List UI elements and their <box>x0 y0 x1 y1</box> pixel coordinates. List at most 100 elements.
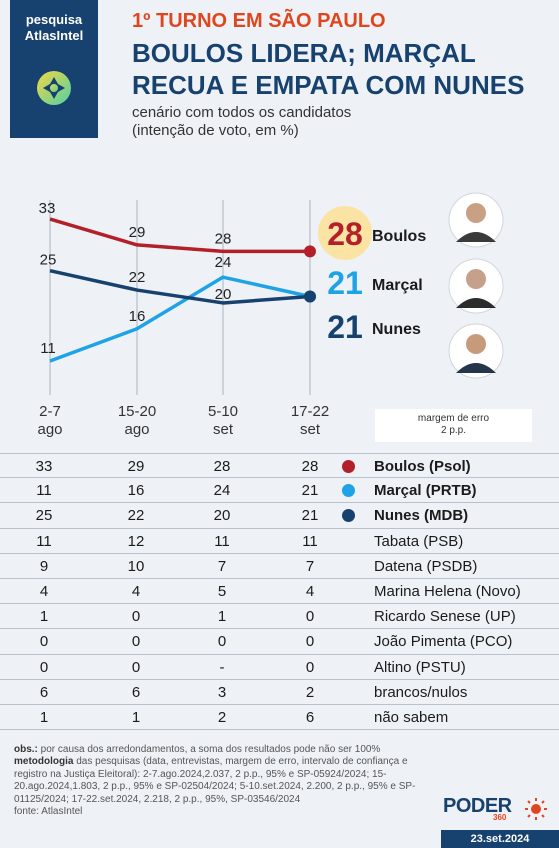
table-cell: 11 <box>36 532 52 550</box>
candidate-name: João Pimenta (PCO) <box>374 633 513 651</box>
x-tick-label: 17-22 set <box>291 403 329 438</box>
table-cell: 2 <box>305 683 315 701</box>
legend-dot <box>342 460 355 473</box>
table-cell: 20 <box>213 507 231 525</box>
table-cell: 21 <box>301 482 319 500</box>
headline-line1: BOULOS LIDERA; MARÇAL <box>132 38 476 68</box>
table-row: 0 0 - 0 Altino (PSTU) <box>0 655 559 680</box>
table-cell: 33 <box>35 458 53 475</box>
data-label: 28 <box>215 230 232 247</box>
table-cell: 0 <box>39 658 49 676</box>
boulos-highlight <box>318 206 372 260</box>
series-line-boulos <box>49 217 310 254</box>
table-cell: 0 <box>131 658 141 676</box>
candidate-name: Datena (PSDB) <box>374 557 478 575</box>
table-row: 4 4 5 4 Marina Helena (Novo) <box>0 579 559 605</box>
candidate-name: Tabata (PSB) <box>374 532 464 550</box>
series-name-marçal: Marçal <box>372 277 423 294</box>
table-row: 0 0 0 0 João Pimenta (PCO) <box>0 629 559 655</box>
methodology-label: metodologia <box>14 756 74 768</box>
subtitle-line1: cenário com todos os candidatos <box>132 104 352 121</box>
series-name-nunes: Nunes <box>372 321 421 338</box>
table-cell: 4 <box>39 582 49 600</box>
candidate-name: Marçal (PRTB) <box>374 482 477 500</box>
table-cell: 1 <box>217 608 227 626</box>
photo-marcal <box>448 258 504 314</box>
table-cell: 0 <box>131 633 141 651</box>
table-row: 1 0 1 0 Ricardo Senese (UP) <box>0 604 559 630</box>
data-label: 24 <box>215 254 232 271</box>
series-end-marker <box>304 245 316 258</box>
table-cell: 7 <box>217 557 227 575</box>
table-cell: 11 <box>36 482 52 500</box>
table-cell: 3 <box>217 683 227 701</box>
candidate-name: brancos/nulos <box>374 683 468 701</box>
table-cell: 0 <box>305 658 315 676</box>
table-cell: 12 <box>127 532 145 550</box>
candidate-name: Altino (PSTU) <box>374 658 466 676</box>
table-row: 1 1 2 6 não sabem <box>0 705 559 731</box>
table-row: 9 10 7 7 Datena (PSDB) <box>0 554 559 579</box>
table-cell: 2 <box>217 708 227 726</box>
moe-line1: margem de erro <box>417 413 490 424</box>
series-line-marçal <box>49 275 311 363</box>
candidate-name: Nunes (MDB) <box>374 507 469 525</box>
kicker: 1º TURNO EM SÃO PAULO <box>132 10 386 32</box>
table-cell: 16 <box>127 482 145 500</box>
brand-box: pesquisa AtlasIntel <box>10 0 98 138</box>
table-cell: 1 <box>39 608 49 626</box>
table-cell: 0 <box>131 608 141 626</box>
table-cell: 5 <box>217 582 227 600</box>
data-label: 11 <box>40 340 56 357</box>
table-cell: 10 <box>127 557 145 575</box>
candidate-name: Ricardo Senese (UP) <box>374 608 516 626</box>
table-cell: 6 <box>39 683 49 701</box>
table-cell: 29 <box>127 458 145 475</box>
end-value-boulos: 28 <box>327 216 363 252</box>
table-cell: 24 <box>213 482 231 500</box>
publication-date: 23.set.2024 <box>441 830 559 848</box>
data-label: 22 <box>129 269 146 286</box>
table-row: 6 6 3 2 brancos/nulos <box>0 680 559 705</box>
table-cell: 28 <box>213 458 231 475</box>
candidate-name: Boulos (Psol) <box>374 458 471 475</box>
table-cell: 9 <box>39 557 49 575</box>
data-label: 16 <box>129 308 146 325</box>
table-cell: 0 <box>305 608 315 626</box>
table-cell: 4 <box>131 582 141 600</box>
table-cell: 22 <box>127 507 145 525</box>
series-name-boulos: Boulos <box>372 228 426 245</box>
table-row: 33 29 28 28 Boulos (Psol) <box>0 453 559 479</box>
data-label: 25 <box>40 252 57 269</box>
table-row: 25 22 20 21 Nunes (MDB) <box>0 503 559 529</box>
subtitle: cenário com todos os candidatos (intençã… <box>132 104 351 140</box>
data-label: 33 <box>39 200 56 217</box>
table-cell: 7 <box>305 557 315 575</box>
photo-boulos <box>448 192 504 248</box>
table-cell: 11 <box>302 532 318 550</box>
brand-line2: AtlasIntel <box>24 28 84 43</box>
methodology-text: das pesquisas (data, entrevistas, margem… <box>14 756 416 805</box>
poder360-logo: PODER <box>443 795 512 817</box>
end-value-nunes: 21 <box>327 309 363 345</box>
candidate-name: não sabem <box>374 708 449 726</box>
legend-dot <box>342 509 355 523</box>
headline: BOULOS LIDERA; MARÇAL RECUA E EMPATA COM… <box>132 37 552 101</box>
x-tick-label: 15-20 ago <box>118 403 156 438</box>
series-end-marker <box>304 290 316 303</box>
x-tick-label: 5-10 set <box>208 403 238 438</box>
table-cell: 0 <box>305 633 315 651</box>
obs-text: por causa dos arredondamentos, a soma do… <box>37 744 381 755</box>
moe-line2: 2 p.p. <box>440 425 467 436</box>
source-text: fonte: AtlasIntel <box>14 806 83 818</box>
notes: obs.: por causa dos arredondamentos, a s… <box>14 744 429 818</box>
poder360-sub: 360 <box>493 813 507 822</box>
table-cell: 6 <box>131 683 141 701</box>
x-tick-label: 2-7 ago <box>37 403 62 438</box>
table-cell: 4 <box>305 582 315 600</box>
data-label: 29 <box>129 224 146 241</box>
table-cell: 11 <box>214 532 230 550</box>
headline-line2: RECUA E EMPATA COM NUNES <box>132 70 525 100</box>
table-cell: 0 <box>217 633 227 651</box>
table-row: 11 12 11 11 Tabata (PSB) <box>0 529 559 554</box>
